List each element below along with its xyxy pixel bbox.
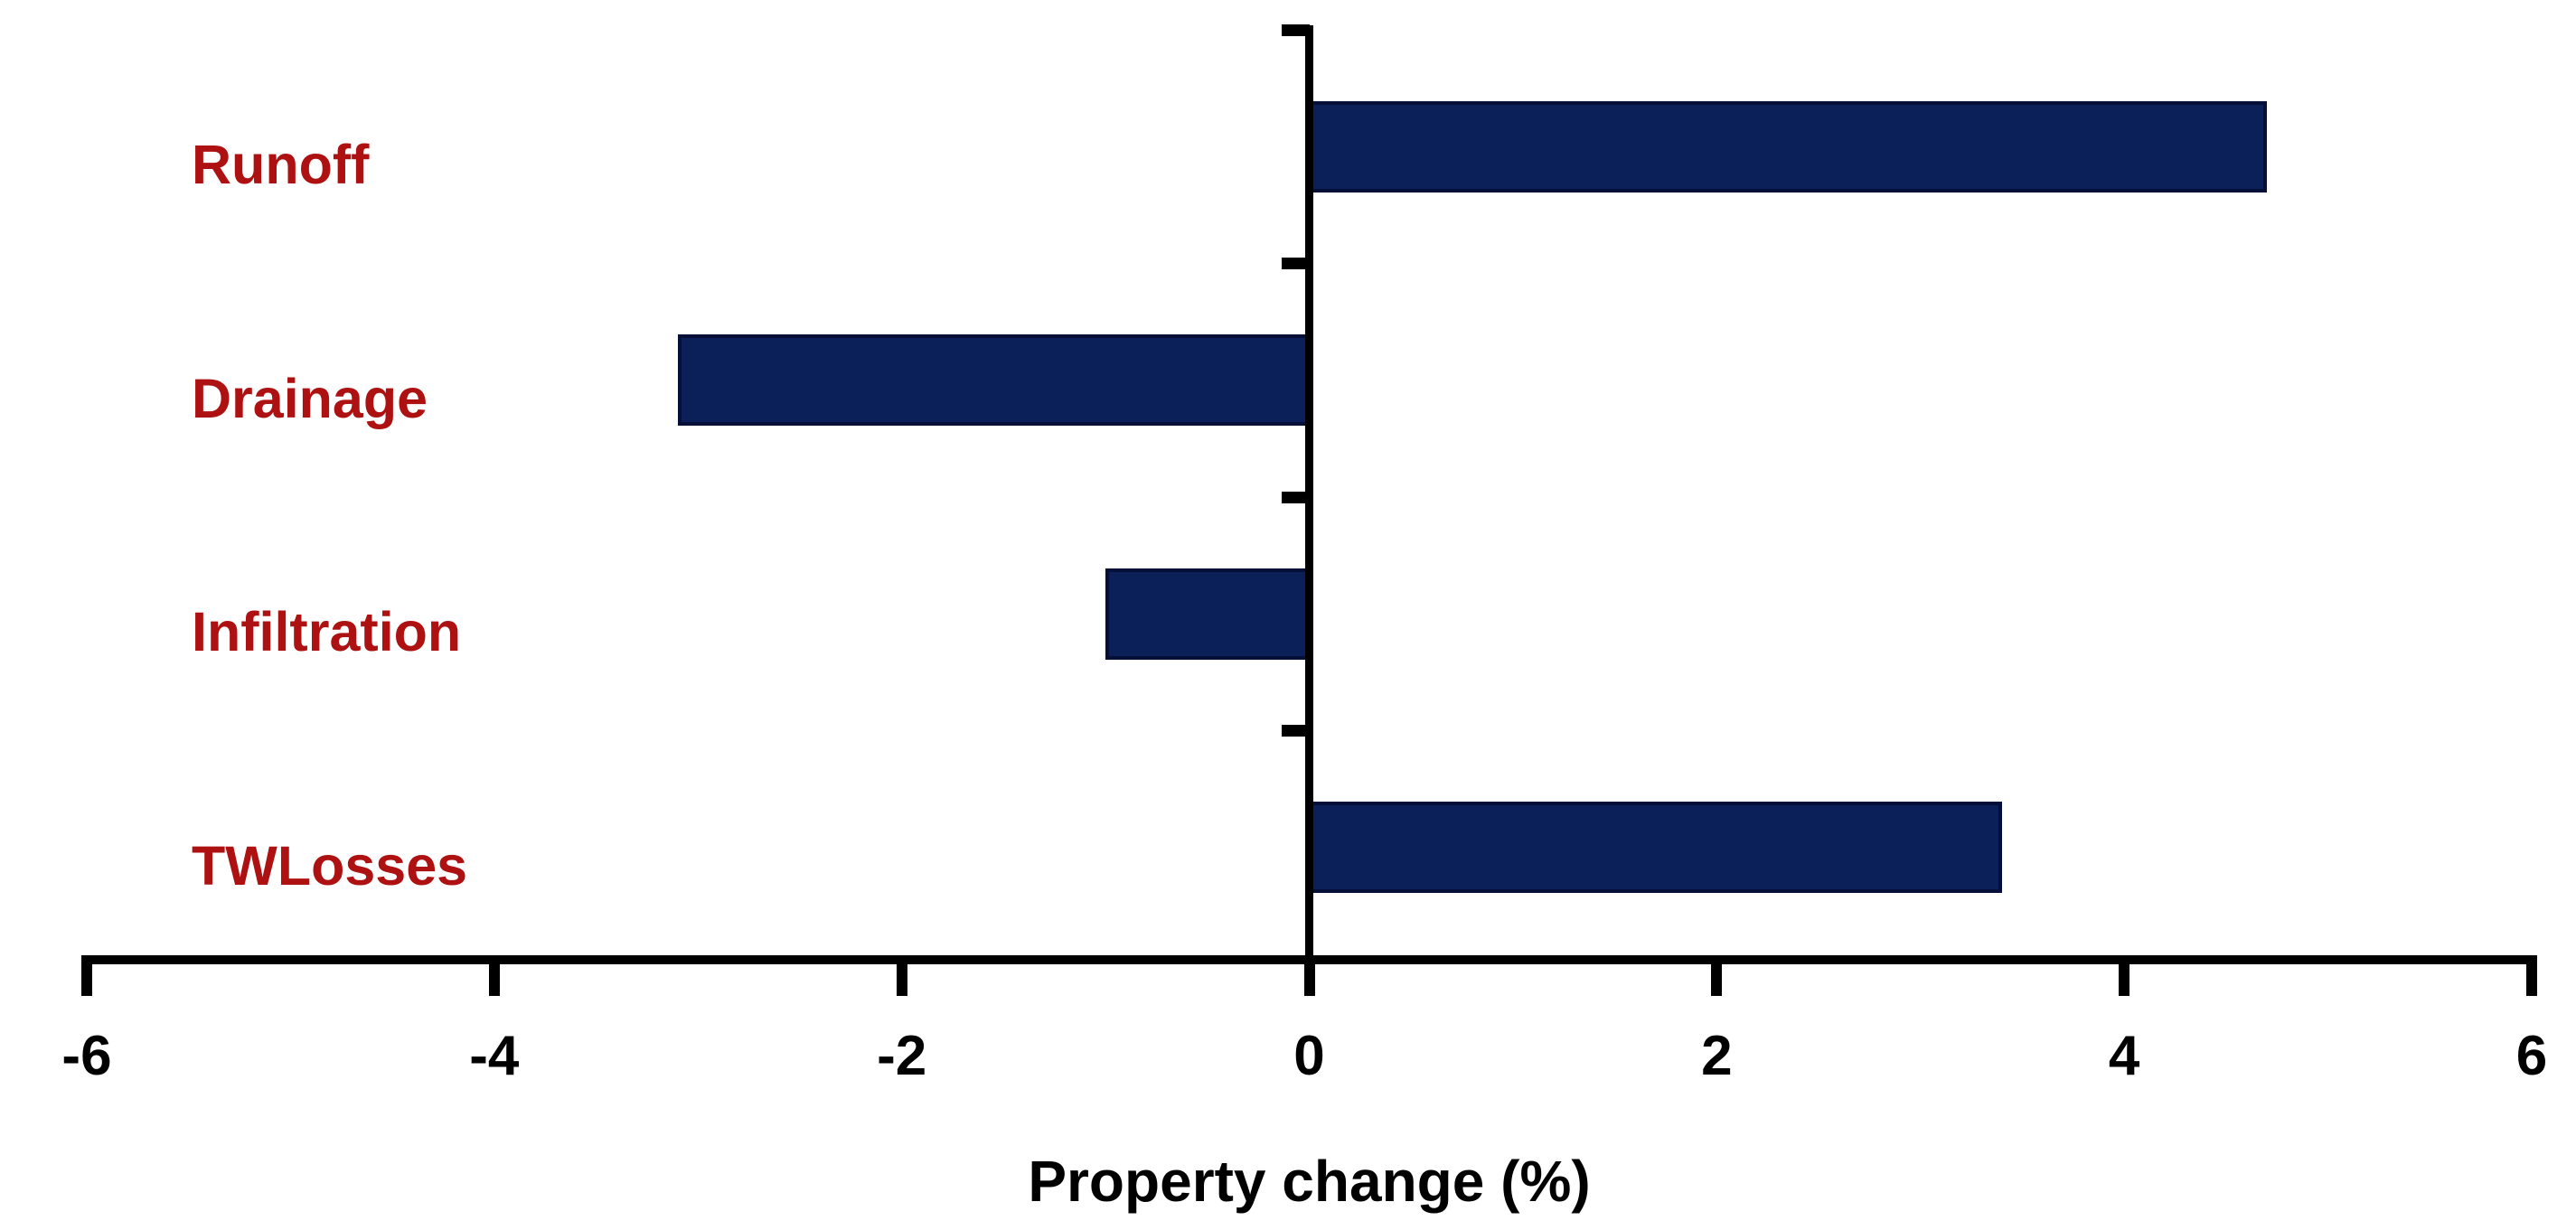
x-axis-tick [896,955,907,996]
category-label-infiltration: Infiltration [192,601,462,663]
x-tick-label-2: 2 [1701,1025,1733,1087]
y-axis-tick [1281,725,1310,737]
x-tick-label-6: 6 [2515,1025,2548,1087]
y-axis-tick [1281,491,1310,503]
x-tick-label-neg6: -6 [61,1025,112,1087]
x-tick-label-neg4: -4 [469,1025,520,1087]
x-tick-label-4: 4 [2108,1025,2140,1087]
x-axis-tick [1711,955,1723,996]
x-axis-tick [488,955,500,996]
y-axis-tick [1281,23,1310,36]
x-axis-tick [1303,955,1315,996]
bar-twlosses [1309,802,2002,894]
x-axis-tick [2526,955,2537,996]
bar-runoff [1309,100,2267,192]
x-tick-label-neg2: -2 [877,1025,927,1087]
bar-infiltration [1105,568,1310,660]
category-label-twlosses: TWLosses [192,834,468,897]
bar-drainage [677,334,1310,427]
x-axis-title: Property change (%) [1028,1149,1591,1214]
x-tick-label-0: 0 [1293,1025,1325,1087]
category-label-drainage: Drainage [192,367,428,429]
y-axis-tick [1281,258,1310,269]
x-axis-tick [81,955,92,996]
category-label-runoff: Runoff [192,134,370,196]
x-axis-tick [2119,955,2130,996]
y-axis-line [1305,25,1313,964]
